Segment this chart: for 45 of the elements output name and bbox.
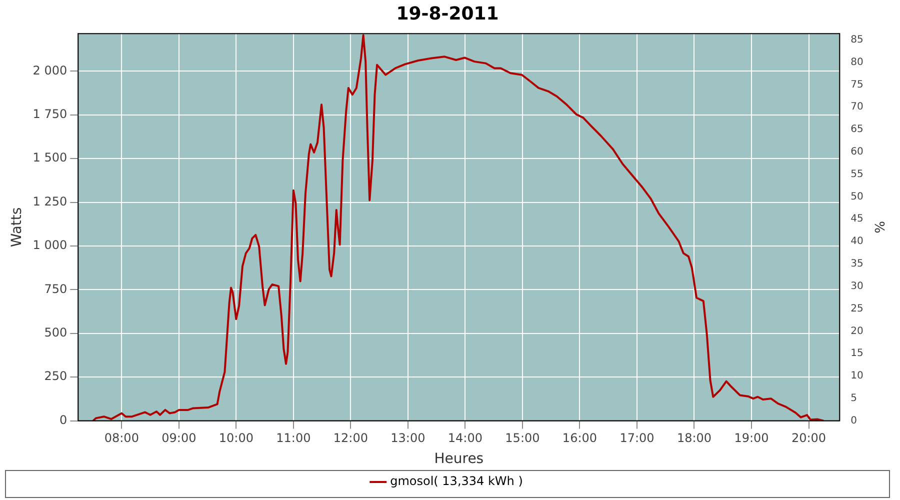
- chart-title: 19-8-2011: [396, 3, 499, 24]
- x-tick-label: 10:00: [218, 431, 254, 446]
- y2-tick-label: 85: [850, 34, 864, 46]
- y2-tick-label: 5: [850, 392, 858, 404]
- x-tick-label: 17:00: [620, 431, 654, 446]
- y2-tick-label: 75: [850, 79, 864, 90]
- y2-axis-title: %: [870, 221, 886, 234]
- y-tick-label: 500: [44, 326, 68, 340]
- y-tick-label: 1 750: [32, 107, 68, 122]
- y2-tick-label: 80: [850, 56, 864, 68]
- y-tick-label: 1 250: [32, 194, 68, 208]
- x-tick-label: 14:00: [448, 431, 483, 446]
- y2-tick-label: 25: [850, 303, 864, 314]
- y2-tick-label: 35: [850, 258, 864, 270]
- y2-tick-label: 40: [850, 236, 864, 248]
- x-tick-label: 11:00: [276, 431, 311, 446]
- y2-tick-label: 45: [850, 214, 864, 225]
- y2-tick-label: 55: [850, 168, 864, 180]
- x-tick-label: 12:00: [333, 431, 368, 446]
- legend-label: gmosol( 13,334 kWh ): [390, 474, 523, 488]
- x-axis-title: Heures: [434, 451, 484, 468]
- x-tick-label: 20:00: [791, 431, 826, 446]
- y-tick-label: 0: [60, 412, 68, 427]
- x-tick-label: 16:00: [562, 431, 598, 446]
- x-tick-label: 18:00: [676, 431, 712, 446]
- y-tick-label: 250: [44, 369, 68, 384]
- y2-tick-label: 20: [850, 326, 864, 337]
- y-axis-title: Watts: [9, 207, 26, 248]
- y2-tick-label: 30: [850, 280, 864, 292]
- x-tick-label: 15:00: [505, 431, 540, 446]
- x-tick-label: 19:00: [734, 431, 769, 446]
- x-tick-label: 08:00: [104, 431, 139, 446]
- y-tick-label: 750: [44, 282, 68, 296]
- x-tick-label: 09:00: [162, 431, 196, 446]
- y2-tick-label: 60: [850, 146, 864, 158]
- y-tick-label: 1 500: [32, 150, 68, 165]
- y2-tick-label: 50: [850, 191, 864, 202]
- y2-tick-label: 0: [850, 415, 858, 426]
- y2-tick-label: 65: [850, 124, 864, 136]
- x-tick-label: 13:00: [390, 431, 426, 446]
- y-tick-label: 1 000: [32, 238, 68, 252]
- y-tick-label: 2 000: [32, 63, 68, 78]
- y2-tick-label: 10: [850, 370, 864, 382]
- y2-tick-label: 70: [850, 102, 864, 113]
- y2-tick-label: 15: [850, 348, 864, 360]
